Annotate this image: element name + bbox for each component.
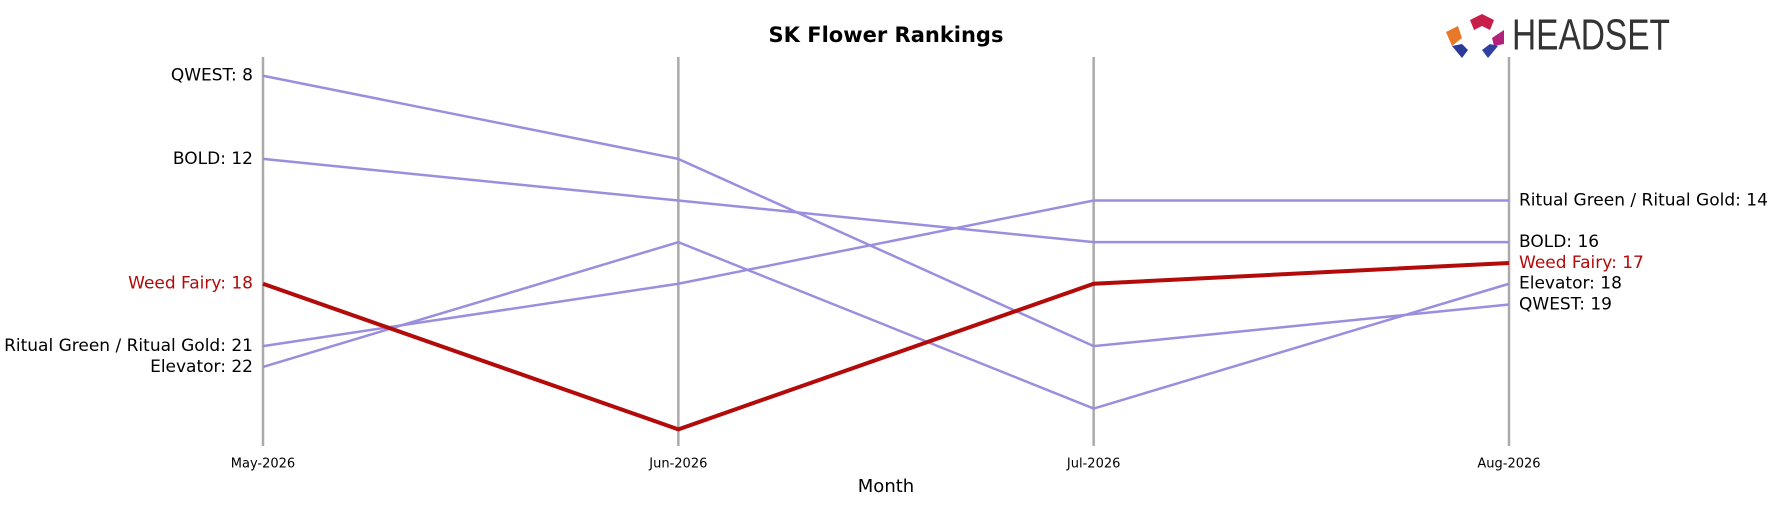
x-tick-label: Aug-2026 — [1477, 457, 1540, 472]
start-label: Weed Fairy: 18 — [128, 274, 253, 294]
start-label: BOLD: 12 — [173, 149, 253, 169]
logo-mark — [1470, 14, 1494, 30]
logo-mark — [1452, 44, 1468, 58]
series-line — [262, 240, 1510, 410]
logo-mark — [1482, 44, 1498, 58]
logo-text: HEADSET — [1512, 11, 1670, 60]
end-label: BOLD: 16 — [1519, 232, 1599, 252]
x-tick-label: May-2026 — [231, 457, 295, 472]
series-line — [262, 157, 1509, 244]
start-label: Ritual Green / Ritual Gold: 21 — [4, 336, 253, 356]
logo-mark — [1446, 26, 1462, 46]
series-line — [262, 199, 1509, 348]
logo-mark — [1492, 30, 1504, 46]
x-tick-label: Jun-2026 — [648, 457, 707, 472]
logo: HEADSET — [1446, 11, 1670, 60]
series-line — [262, 74, 1510, 348]
start-label: Elevator: 22 — [150, 357, 253, 377]
end-label: QWEST: 19 — [1519, 295, 1612, 315]
end-label: Ritual Green / Ritual Gold: 14 — [1519, 191, 1768, 211]
start-label: QWEST: 8 — [171, 66, 253, 86]
series-line — [262, 260, 1510, 432]
x-axis-title: Month — [858, 476, 914, 497]
end-label: Elevator: 18 — [1519, 274, 1622, 294]
chart-title: SK Flower Rankings — [769, 23, 1004, 47]
end-label: Weed Fairy: 17 — [1519, 253, 1644, 273]
x-tick-label: Jul-2026 — [1066, 457, 1120, 472]
